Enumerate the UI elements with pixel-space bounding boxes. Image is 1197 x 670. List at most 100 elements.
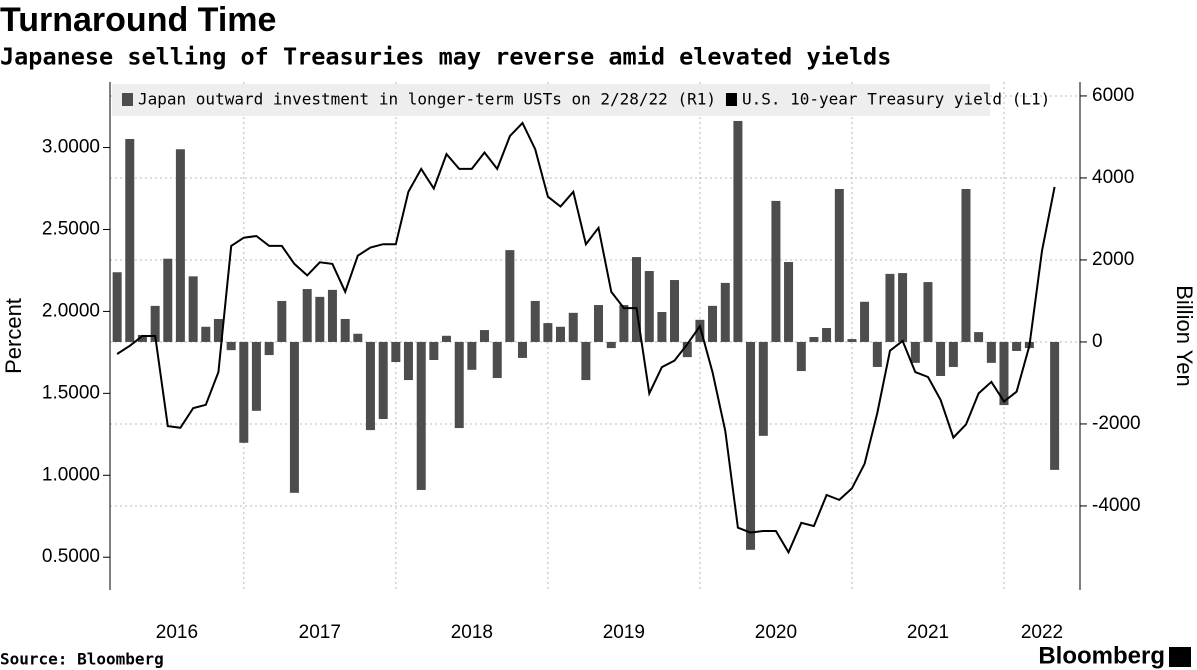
bar — [784, 261, 794, 342]
bar — [619, 305, 629, 342]
bar — [416, 341, 426, 490]
bar — [860, 301, 870, 342]
source: Source: Bloomberg — [0, 650, 164, 669]
bar — [340, 318, 350, 342]
bar — [302, 289, 312, 342]
bar — [771, 200, 781, 342]
bar — [327, 289, 337, 342]
y-axis-title: Percent — [1, 298, 26, 374]
brand: Bloomberg — [1038, 642, 1165, 669]
y-tick-label: 1.0000 — [42, 464, 100, 485]
bar — [644, 271, 654, 342]
bar — [150, 305, 160, 342]
bar — [910, 341, 920, 363]
bar — [796, 341, 806, 372]
y-tick-label: 2.0000 — [42, 300, 100, 321]
bar — [429, 341, 439, 360]
bar — [112, 272, 122, 342]
bar — [568, 312, 578, 342]
x-tick-label: 2022 — [1021, 622, 1063, 643]
line — [116, 121, 1056, 555]
legend-swatch — [725, 93, 737, 106]
bar — [517, 341, 527, 358]
bar — [467, 341, 477, 370]
legend-box — [112, 84, 990, 116]
bar — [530, 300, 540, 342]
bar — [213, 318, 223, 342]
bar — [708, 305, 718, 342]
bar — [353, 333, 363, 342]
bar — [999, 341, 1009, 406]
bar — [974, 332, 984, 342]
bar — [720, 282, 730, 342]
bar — [923, 282, 933, 342]
x-tick-label: 2019 — [603, 622, 645, 643]
bar — [289, 341, 299, 493]
bar — [682, 341, 692, 358]
y2-tick-label: -4000 — [1092, 495, 1141, 516]
bar — [505, 250, 515, 342]
bar — [125, 138, 135, 342]
legend-swatch — [122, 93, 133, 106]
bar — [1012, 341, 1022, 351]
bar — [315, 296, 325, 342]
legend-label: Japan outward investment in longer-term … — [138, 90, 716, 109]
bar — [657, 312, 667, 342]
bar — [1050, 341, 1060, 470]
y-tick-label: 3.0000 — [42, 137, 100, 158]
bar — [378, 341, 388, 420]
bar — [163, 258, 173, 342]
bar — [834, 189, 844, 342]
bar — [175, 149, 185, 342]
bar — [885, 273, 895, 342]
bar — [872, 341, 882, 367]
y2-tick-label: 4000 — [1092, 167, 1134, 188]
bar — [746, 341, 756, 550]
brand-logo — [1169, 647, 1191, 667]
bar — [277, 300, 287, 342]
bar — [226, 341, 236, 351]
chart-title: Turnaround Time — [0, 1, 276, 39]
x-tick-label: 2017 — [299, 622, 341, 643]
y2-tick-label: 6000 — [1092, 85, 1134, 106]
bar — [898, 273, 908, 342]
bar — [581, 341, 591, 381]
bar — [365, 341, 375, 431]
chart-subtitle: Japanese selling of Treasuries may rever… — [0, 43, 891, 71]
y2-tick-label: -2000 — [1092, 413, 1141, 434]
x-tick-label: 2021 — [907, 622, 949, 643]
y-tick-label: 1.5000 — [42, 382, 100, 403]
y2-tick-label: 2000 — [1092, 249, 1134, 270]
bar — [961, 189, 971, 342]
bar — [847, 339, 857, 342]
bar — [137, 334, 147, 342]
bar — [239, 341, 249, 443]
y-tick-label: 2.5000 — [42, 218, 100, 239]
bar — [188, 276, 198, 342]
bar — [454, 341, 464, 429]
bar — [758, 341, 768, 436]
bar — [606, 341, 616, 349]
bar — [201, 326, 211, 342]
bar — [733, 120, 743, 342]
x-tick-label: 2016 — [156, 622, 198, 643]
y2-tick-label: 0 — [1092, 331, 1103, 352]
legend: Japan outward investment in longer-term … — [112, 84, 1050, 116]
bar — [492, 341, 502, 379]
bar — [632, 257, 642, 342]
y-tick-label: 0.5000 — [42, 546, 100, 567]
bar — [695, 319, 705, 342]
x-tick-label: 2018 — [451, 622, 493, 643]
bar — [264, 341, 274, 356]
bar — [391, 341, 401, 363]
bar — [936, 341, 946, 376]
bar — [948, 341, 958, 367]
bar — [809, 337, 819, 342]
bar — [251, 341, 261, 411]
bar — [555, 326, 565, 342]
bar — [441, 335, 451, 342]
bar — [670, 280, 680, 342]
bar — [593, 305, 603, 342]
bar — [822, 328, 832, 342]
